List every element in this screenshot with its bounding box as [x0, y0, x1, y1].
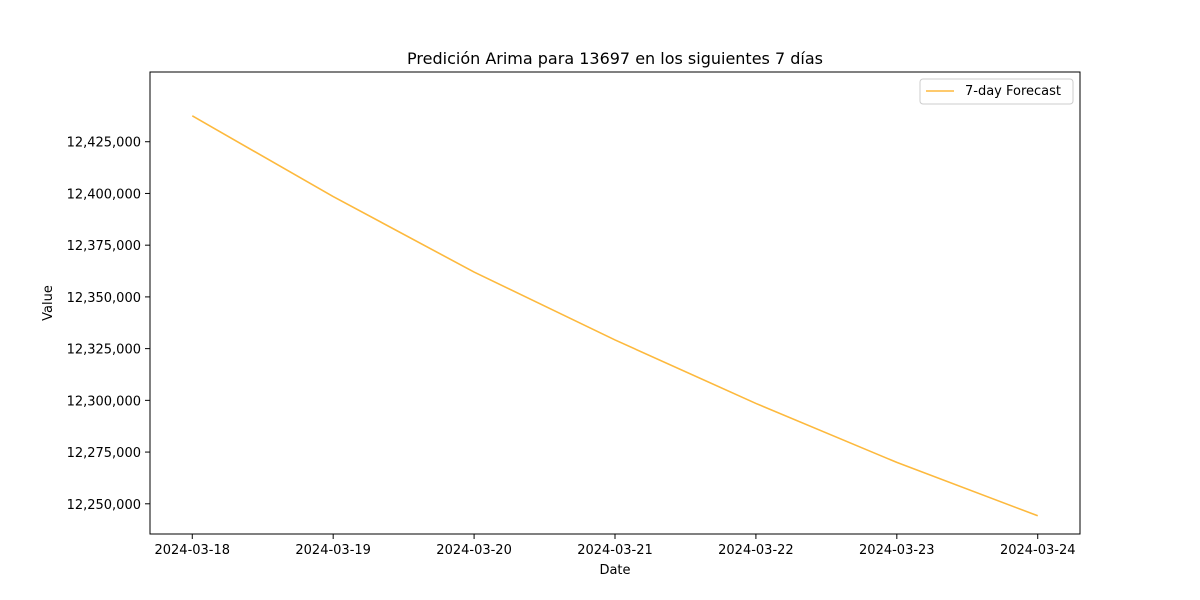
x-tick-label: 2024-03-18 [154, 543, 230, 558]
y-tick-label: 12,400,000 [67, 187, 141, 202]
y-tick-label: 12,375,000 [67, 239, 141, 254]
legend: 7-day Forecast [919, 78, 1074, 105]
x-tick-label: 2024-03-20 [436, 543, 512, 558]
y-tick-label: 12,250,000 [67, 498, 141, 513]
y-axis-title: Value [41, 285, 56, 321]
y-tick-label: 12,325,000 [67, 343, 141, 358]
legend-label: 7-day Forecast [965, 84, 1061, 99]
x-tick-label: 2024-03-22 [718, 543, 794, 558]
y-tick-label: 12,350,000 [67, 291, 141, 306]
y-tick-label: 12,425,000 [67, 136, 141, 151]
series-line-forecast [191, 115, 1039, 517]
y-tick-label: 12,275,000 [67, 446, 141, 461]
x-axis-title: Date [599, 563, 630, 578]
x-tick-label: 2024-03-21 [577, 543, 653, 558]
axes-frame [149, 71, 1081, 535]
plot-area: 2024-03-18 2024-03-19 2024-03-20 2024-03-21… [67, 71, 1081, 558]
legend-box [919, 78, 1074, 105]
chart-title: Predición Arima para 13697 en los siguie… [407, 49, 823, 68]
x-tick-label: 2024-03-24 [1000, 543, 1076, 558]
y-tick-label: 12,300,000 [67, 394, 141, 409]
x-tick-label: 2024-03-23 [859, 543, 935, 558]
x-tick-label: 2024-03-19 [295, 543, 371, 558]
